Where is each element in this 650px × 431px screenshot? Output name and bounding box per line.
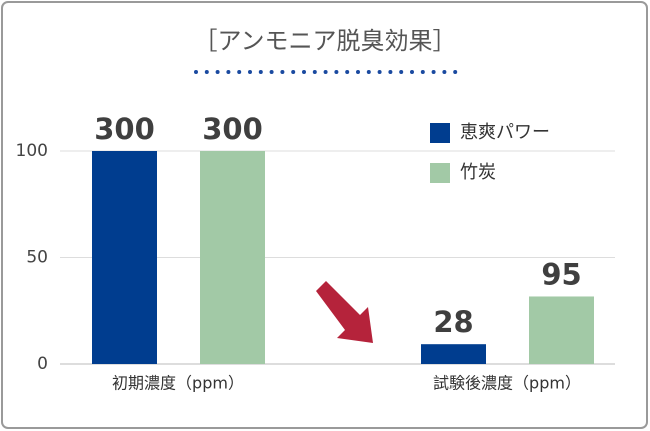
legend-label: 恵爽パワー (460, 122, 550, 143)
legend-label: 竹炭 (460, 162, 496, 183)
y-tick-label: 50 (26, 248, 48, 268)
bar (200, 151, 265, 364)
bar (92, 151, 157, 364)
value-label: 95 (541, 257, 581, 291)
y-tick-label: 100 (16, 141, 48, 161)
value-label: 300 (202, 112, 263, 146)
arrow (316, 281, 373, 343)
x-tick-label: 初期濃度（ppm） (112, 374, 244, 393)
value-label: 300 (94, 112, 155, 146)
bar (529, 296, 594, 364)
value-label: 28 (433, 305, 473, 339)
bar (421, 344, 486, 364)
x-tick-label: 試験後濃度（ppm） (433, 374, 581, 393)
chart-title: ［アンモニア脱臭効果］ (193, 27, 456, 55)
legend-swatch (430, 163, 450, 183)
legend-swatch (430, 123, 450, 143)
y-tick-label: 0 (37, 354, 48, 374)
